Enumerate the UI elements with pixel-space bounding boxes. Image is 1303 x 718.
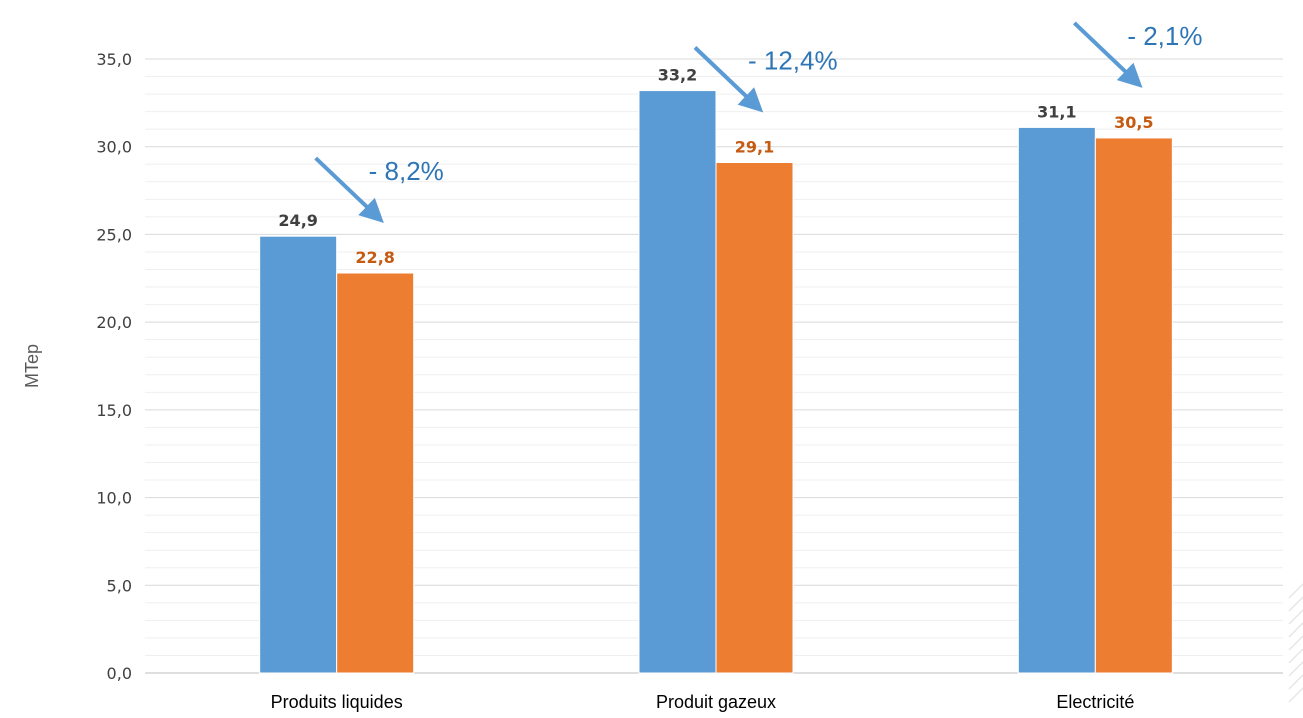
hatch-line: [1288, 648, 1303, 664]
bar: [1094, 137, 1173, 674]
data-label: 33,2: [658, 66, 697, 85]
decrease-arrow: [314, 156, 384, 223]
bar: [336, 272, 415, 674]
category-label: Produit gazeux: [656, 692, 776, 712]
y-tick-label: 35,0: [96, 50, 132, 69]
hatch-line: [1288, 609, 1303, 625]
category-label: Produits liquides: [271, 692, 403, 712]
hatch-line: [1288, 583, 1303, 599]
decrease-arrow: [1072, 21, 1143, 88]
data-labels: 24,9 22,8 33,2 29,1 31,1 30,5: [278, 66, 1153, 267]
percent-change-annotation: - 8,2%: [369, 156, 444, 186]
bar: [638, 90, 717, 674]
bars: [259, 90, 1173, 674]
hatch-line: [1288, 635, 1303, 651]
y-tick-label: 10,0: [96, 489, 132, 508]
y-tick-label: 5,0: [107, 576, 132, 595]
data-label: 24,9: [278, 211, 317, 230]
bar: [715, 162, 794, 674]
annotations: - 8,2% - 12,4% - 2,1%: [314, 21, 1202, 223]
bar: [259, 235, 338, 674]
data-label: 22,8: [355, 248, 394, 267]
bar: [1017, 126, 1096, 674]
percent-change-annotation: - 12,4%: [748, 46, 838, 76]
corner-hatch-decoration: [1288, 583, 1303, 703]
y-axis-ticks: 0,0 5,0 10,0 15,0 20,0 25,0 30,0 35,0: [96, 50, 132, 683]
x-axis-categories: Produits liquides Produit gazeux Electrici…: [271, 692, 1135, 712]
y-axis-label: MTep: [22, 344, 42, 388]
hatch-line: [1288, 622, 1303, 638]
y-tick-label: 25,0: [96, 225, 132, 244]
y-tick-label: 30,0: [96, 138, 132, 157]
decrease-arrow: [693, 46, 764, 113]
hatch-line: [1288, 661, 1303, 677]
percent-change-annotation: - 2,1%: [1127, 21, 1202, 51]
hatch-line: [1288, 687, 1303, 703]
data-label: 29,1: [735, 138, 774, 157]
data-label: 30,5: [1114, 113, 1153, 132]
hatch-line: [1288, 596, 1303, 612]
data-label: 31,1: [1037, 102, 1076, 121]
category-label: Electricité: [1056, 692, 1134, 712]
hatch-line: [1288, 674, 1303, 690]
y-tick-label: 15,0: [96, 401, 132, 420]
y-tick-label: 0,0: [107, 664, 132, 683]
y-tick-label: 20,0: [96, 313, 132, 332]
